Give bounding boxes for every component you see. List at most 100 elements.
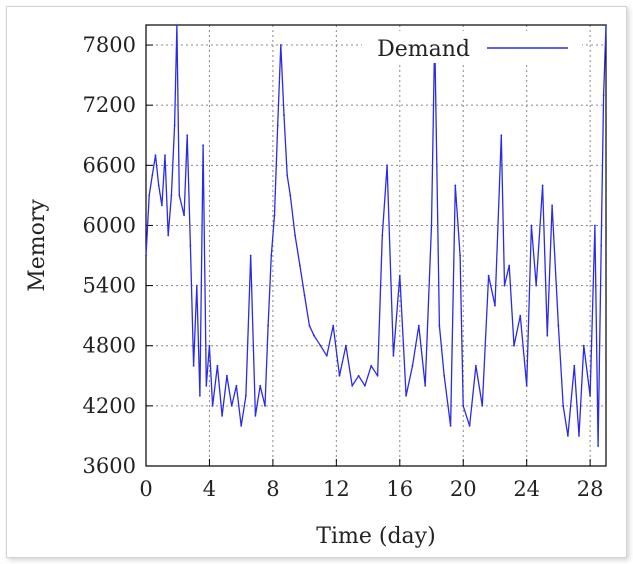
x-tick-label: 12 — [323, 477, 350, 501]
y-tick-label: 5400 — [83, 274, 136, 298]
y-tick-label: 7200 — [83, 93, 136, 117]
demand-data-point — [235, 384, 238, 387]
demand-data-point — [279, 44, 282, 46]
demand-data-point — [468, 425, 471, 427]
demand-data-point — [494, 304, 496, 307]
demand-data-point — [148, 194, 151, 197]
axis-ticks: 3600 4200 4800 5400 6000 6600 7200 7800 0 4 8 12 16 2… — [83, 33, 604, 501]
demand-data-point — [186, 134, 189, 137]
x-tick-label: 4 — [203, 477, 216, 501]
demand-data-point — [154, 154, 157, 157]
demand-data-point — [405, 394, 407, 397]
demand-data-point — [157, 184, 160, 187]
x-tick-label: 24 — [513, 477, 540, 501]
demand-data-point — [183, 214, 186, 217]
x-axis-label: Time (day) — [316, 524, 435, 549]
demand-data-point — [508, 264, 511, 267]
demand-data-point — [216, 364, 219, 367]
demand-data-point — [267, 324, 269, 327]
demand-data-point — [313, 334, 315, 337]
demand-data-point — [245, 394, 247, 397]
demand-data-point — [600, 244, 603, 247]
y-tick-label: 4800 — [83, 334, 136, 358]
demand-data-point — [582, 344, 585, 347]
y-tick-label: 4200 — [83, 394, 136, 418]
demand-data-point — [170, 194, 173, 197]
demand-data-point — [578, 435, 580, 437]
demand-data-point — [417, 324, 420, 327]
demand-data-point — [226, 374, 228, 377]
demand-data-point — [338, 374, 341, 377]
demand-data-point — [525, 384, 528, 387]
demand-data-point — [273, 214, 276, 217]
grid — [146, 25, 606, 466]
demand-data-point — [551, 204, 553, 207]
x-tick-label: 28 — [577, 477, 604, 501]
x-tick-label: 8 — [266, 477, 279, 501]
demand-data-point — [503, 284, 506, 287]
legend-label: Demand — [377, 37, 470, 62]
demand-data-point — [424, 384, 427, 387]
demand-data-point — [289, 194, 292, 197]
demand-data-point — [462, 405, 465, 407]
demand-data-point — [286, 174, 289, 177]
demand-data-point — [332, 324, 335, 327]
demand-data-point — [370, 364, 373, 367]
demand-data-point — [178, 194, 181, 197]
demand-data-point — [392, 354, 395, 357]
demand-data-point — [294, 234, 296, 237]
x-tick-label: 0 — [139, 477, 152, 501]
demand-data-point — [454, 184, 457, 187]
demand-data-point — [386, 164, 388, 167]
demand-data-point — [530, 224, 533, 227]
demand-data-point — [308, 324, 311, 327]
demand-data-point — [364, 384, 366, 387]
y-tick-label: 7800 — [83, 33, 136, 57]
demand-series-line — [145, 24, 607, 447]
demand-data-point — [430, 224, 433, 227]
demand-data-point — [167, 234, 170, 237]
demand-data-point — [249, 254, 252, 257]
demand-data-point — [202, 144, 205, 147]
demand-data-point — [605, 24, 607, 26]
demand-data-point — [459, 254, 461, 257]
demand-data-point — [487, 274, 490, 277]
demand-data-point — [211, 405, 214, 407]
demand-data-point — [264, 405, 266, 407]
demand-data-point — [602, 94, 605, 97]
demand-data-point — [254, 415, 257, 417]
demand-data-point — [189, 244, 192, 247]
demand-data-point — [557, 324, 560, 327]
plot-area-border — [145, 24, 607, 467]
demand-data-point — [199, 394, 201, 397]
demand-data-point — [500, 134, 503, 137]
x-tick-label: 16 — [386, 477, 413, 501]
demand-data-point — [230, 405, 233, 407]
demand-data-point — [481, 405, 484, 407]
demand-data-point — [299, 264, 301, 267]
y-axis-label: Memory — [25, 199, 50, 292]
demand-data-point — [151, 174, 154, 177]
demand-data-point — [546, 334, 549, 337]
demand-data-point — [259, 384, 262, 387]
x-tick-label: 20 — [450, 477, 477, 501]
demand-data-point — [208, 344, 211, 347]
demand-data-point — [535, 284, 538, 287]
legend-background — [362, 31, 582, 63]
demand-data-point — [325, 354, 328, 357]
demand-data-point — [176, 24, 178, 26]
demand-data-point — [270, 254, 273, 257]
demand-data-point — [597, 445, 599, 447]
legend: Demand — [362, 31, 582, 63]
demand-data-point — [411, 364, 414, 367]
demand-data-point — [205, 384, 208, 387]
demand-data-point — [221, 415, 224, 417]
demand-data-point — [443, 374, 446, 377]
demand-data-point — [351, 384, 354, 387]
demand-data-point — [475, 364, 477, 367]
demand-data-point — [240, 425, 243, 427]
demand-data-point — [573, 364, 576, 367]
demand-data-point — [594, 224, 596, 227]
demand-data-point — [513, 344, 515, 347]
